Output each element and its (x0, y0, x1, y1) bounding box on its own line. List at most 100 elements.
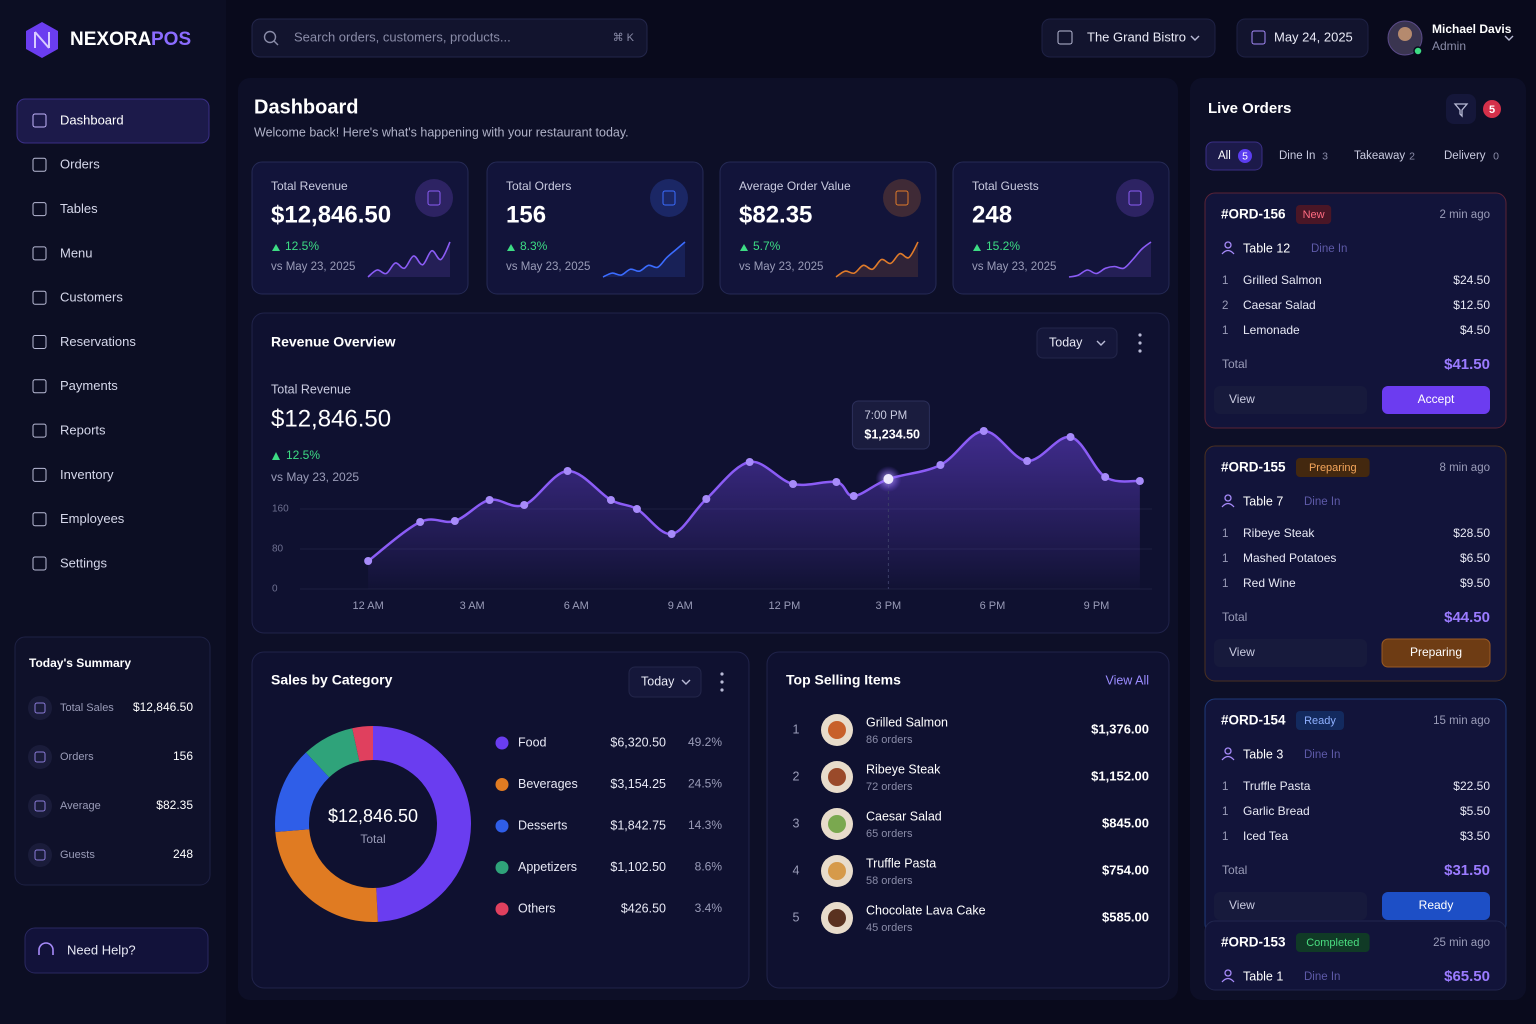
legend-dot (495, 819, 509, 833)
location-select[interactable] (1041, 18, 1216, 58)
item-price: $9.50 (1460, 576, 1490, 590)
order-time: 2 min ago (1439, 209, 1490, 221)
donut-center-label: Total (360, 832, 385, 846)
x-tick-label: 3 PM (876, 600, 902, 612)
x-tick-label: 9 AM (668, 600, 693, 612)
legend-label: Beverages (518, 777, 578, 791)
legend-label: Appetizers (518, 860, 577, 874)
item-orders: 72 orders (866, 781, 913, 793)
nav-icon (32, 379, 47, 394)
data-point (485, 496, 494, 504)
summary-icon (28, 696, 52, 720)
menu-dot (720, 672, 724, 676)
nav-item[interactable] (16, 98, 210, 144)
x-tick-label: 9 PM (1084, 600, 1110, 612)
filter-tab[interactable] (1205, 141, 1263, 171)
period-select[interactable] (628, 666, 702, 698)
summary-icon (28, 794, 52, 818)
date-select[interactable] (1236, 18, 1369, 58)
button-label: Ready (1419, 898, 1454, 912)
nav-icon (32, 512, 47, 527)
action-button[interactable] (1382, 386, 1490, 414)
item-name: Grilled Salmon (1243, 273, 1322, 287)
legend-percent: 14.3% (688, 818, 722, 832)
menu-dot (1138, 341, 1142, 345)
button-label: Accept (1418, 392, 1455, 406)
item-name: Chocolate Lava Cake (866, 903, 986, 917)
revenue-compare: vs May 23, 2025 (271, 470, 359, 484)
help-button[interactable] (24, 927, 209, 974)
status-badge (1296, 711, 1344, 730)
table-icon (1224, 494, 1232, 502)
item-name: Caesar Salad (866, 809, 942, 823)
sparkline-area (603, 242, 685, 277)
legend-amount: $3,154.25 (610, 777, 666, 791)
legend-label: Desserts (518, 818, 567, 832)
item-image-food (828, 768, 846, 786)
data-point (520, 501, 529, 509)
item-price: $5.50 (1460, 804, 1490, 818)
total-label: Total (1222, 357, 1247, 371)
kpi-card (719, 161, 937, 295)
total-value: $41.50 (1444, 356, 1490, 373)
action-button[interactable] (1381, 638, 1491, 668)
chevron (1504, 35, 1514, 41)
summary-icon (28, 745, 52, 769)
tab-count: 3 (1322, 150, 1328, 162)
item-qty: 1 (1222, 781, 1228, 793)
kpi-icon-glyph (427, 190, 441, 206)
date: May 24, 2025 (1274, 29, 1353, 44)
kpi-value: 156 (506, 201, 546, 228)
view-all-link[interactable]: View All (1105, 673, 1149, 687)
legend-amount: $1,102.50 (610, 860, 666, 874)
summary-icon-glyph (34, 751, 46, 763)
view-button[interactable] (1214, 386, 1367, 414)
item-price: $4.50 (1460, 323, 1490, 337)
nav-icon (32, 113, 47, 128)
item-qty: 1 (1222, 578, 1228, 590)
summary-icon (28, 843, 52, 867)
kpi-value: $82.35 (739, 201, 812, 228)
nav-label: Settings (60, 555, 107, 570)
table-label: Table 12 (1243, 241, 1290, 255)
logo-mark (34, 31, 50, 49)
kpi-icon-glyph (662, 190, 676, 206)
table-icon (1224, 241, 1232, 249)
filter-button[interactable] (1446, 94, 1476, 124)
item-revenue: $585.00 (1102, 909, 1149, 924)
item-name: Iced Tea (1243, 829, 1288, 843)
avatar-face (1398, 27, 1412, 41)
brand-suffix: POS (151, 29, 191, 50)
top-selling-card (766, 651, 1170, 989)
up-arrow (507, 244, 515, 251)
summary-label: Guests (60, 849, 95, 861)
status-badge (1296, 205, 1332, 224)
nav-label: Dashboard (60, 112, 124, 127)
nav-label: Reservations (60, 334, 136, 349)
total-value: $65.50 (1444, 968, 1490, 985)
item-revenue: $1,376.00 (1091, 721, 1149, 736)
summary-title: Today's Summary (29, 656, 131, 670)
filter-icon (1453, 103, 1469, 118)
view-button[interactable] (1214, 639, 1367, 667)
chart-title: Sales by Category (271, 672, 393, 688)
item-orders: 86 orders (866, 734, 913, 746)
item-price: $22.50 (1453, 779, 1490, 793)
nav-label: Inventory (60, 467, 114, 482)
revenue-area (368, 430, 1140, 589)
period-select[interactable] (1036, 327, 1118, 359)
data-point (745, 458, 754, 466)
search-box[interactable] (251, 18, 648, 58)
item-qty: 2 (1222, 300, 1228, 312)
kpi-icon (650, 179, 688, 217)
tooltip (851, 400, 930, 450)
kpi-label: Total Orders (506, 179, 571, 193)
item-price: $3.50 (1460, 829, 1490, 843)
view-button[interactable] (1214, 892, 1367, 920)
nav-label: Menu (60, 245, 93, 260)
sparkline-area (368, 242, 450, 277)
action-button[interactable] (1382, 892, 1490, 920)
table-label: Table 3 (1243, 747, 1283, 761)
kpi-card (952, 161, 1170, 295)
item-price: $24.50 (1453, 273, 1490, 287)
